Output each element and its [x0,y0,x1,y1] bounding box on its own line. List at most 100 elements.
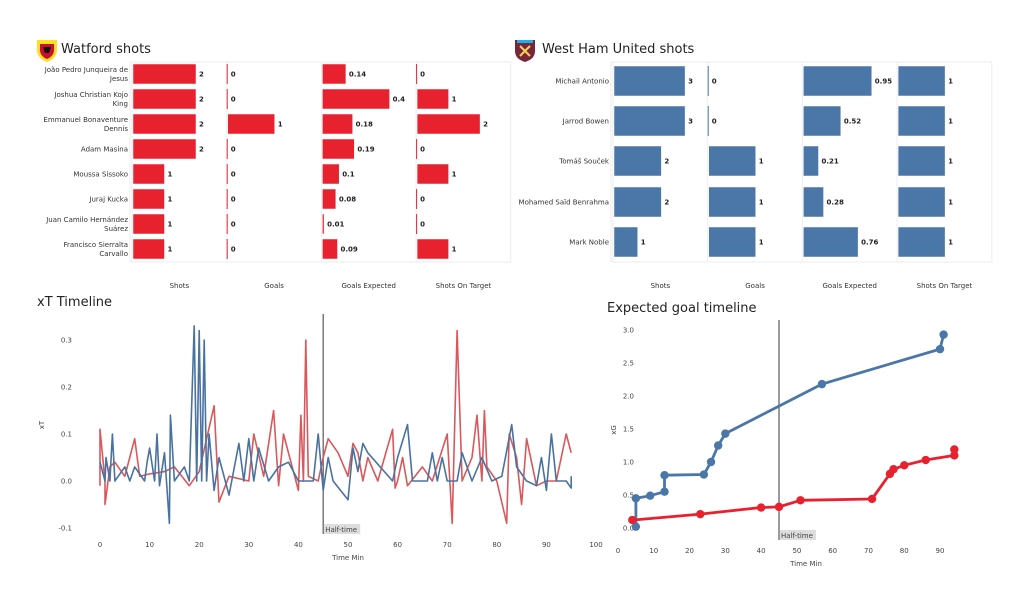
bar [897,105,946,137]
bar-value: 2 [483,121,488,129]
bar-value: 2 [199,121,204,129]
west-ham-shots-title: West Ham United shots [542,42,695,57]
y-tick-label: 2.0 [623,393,634,401]
watford-data-point [796,496,805,505]
shot-tables: Shots 2 2 2 2 1 1 1 1 Goals 0 0 1 0 0 0 0 0 Goals Expected… [43,61,993,290]
watford-data-point [696,509,705,519]
westham-data-point [721,429,730,438]
halftime-label-bg [324,524,361,534]
column-label: Shots On Target [917,282,973,290]
watford-data-point [950,451,959,460]
bar-value: 0 [231,196,236,204]
y-tick-label: 1.0 [623,459,634,467]
watford-data-point [756,503,766,512]
player-name: Moussa Sissoko [73,171,128,179]
bar-value: 0 [420,221,425,229]
bar [613,145,662,177]
bar [132,88,197,110]
bar [132,188,165,210]
bar [132,163,165,185]
bar [132,113,197,135]
x-tick-label: 40 [294,541,303,549]
westham-series-line [99,325,573,525]
player-name: Suárez [104,225,128,233]
bar-value: 0 [231,246,236,254]
watford-data-point [889,465,898,474]
bar-value: 1 [168,171,173,179]
westham-data-point [706,457,716,467]
table-frame [610,61,993,263]
xg-timeline-chart: 0 10 20 30 40 50 60 70 80 90 0.0 0.5 1.0 1.5 2.0 2.5 3.0… [610,320,959,568]
bar-value: 0 [231,171,236,179]
bar-value: 1 [168,196,173,204]
westham-data-point [660,471,669,480]
westham-data-point [631,522,641,531]
bar [708,186,756,218]
table-frame [129,61,512,263]
bar-value: 2 [664,199,669,207]
y-axis-label: xT [38,420,46,429]
bar-value: 0 [712,118,717,126]
xt-timeline-title: xT Timeline [37,295,112,310]
bar-value: 0.95 [875,78,892,86]
bar [708,145,756,177]
westham-data-point [817,379,827,389]
bar-value: 1 [278,121,283,129]
watford-data-point [950,445,959,454]
watford-data-point [900,461,909,470]
bar [803,105,842,137]
bar [132,138,197,160]
bar-value: 1 [948,78,953,86]
y-tick-label: -0.1 [58,525,72,533]
bar [322,188,337,210]
bar-value: 0.21 [822,158,839,166]
bar [897,186,946,218]
player-name: Michail Antonio [555,78,609,86]
x-axis-label: Time Min [789,560,822,568]
bar-value: 0.19 [357,146,374,154]
bar-value: 0 [420,146,425,154]
column-label: Shots [170,282,190,290]
westham-data-point [939,330,948,339]
column-label: Goals Expected [823,282,877,290]
x-tick-label: 0 [98,541,102,549]
x-tick-label: 10 [649,547,658,555]
westham-data-point [646,491,655,500]
westham-series-line [634,334,945,527]
player-name: King [113,100,128,108]
x-tick-label: 80 [900,547,909,555]
player-name: Tomáš Souček [558,158,610,166]
player-name: Mark Noble [569,239,609,247]
bar-value: 0 [231,221,236,229]
x-tick-label: 100 [589,541,602,549]
x-tick-label: 50 [792,547,801,555]
bar [613,105,686,137]
bar-value: 2 [199,71,204,79]
x-tick-label: 20 [195,541,204,549]
bar-value: 1 [759,199,764,207]
westham-data-point [660,487,669,496]
bar-value: 0.01 [327,221,344,229]
bar-value: 0.4 [393,96,406,104]
player-name: Juraj Kucka [88,196,128,204]
bar [132,63,197,85]
bar [803,145,819,177]
bar [322,63,347,85]
bar-value: 1 [759,239,764,247]
player-name: Carvallo [99,250,128,258]
xt-timeline-chart: 0 10 20 30 40 50 60 70 80 90 100 -0.1 0.0 0.1 0.2 0.3 Ti… [38,314,603,562]
watford-shots-title: Watford shots [61,42,151,57]
bar-value: 0 [420,196,425,204]
player-name: Dennis [104,125,129,133]
bar-value: 1 [948,118,953,126]
y-tick-label: 1.5 [623,426,634,434]
bar-value: 0.18 [356,121,373,129]
y-tick-label: 0.3 [61,337,72,345]
player-name: Joshua Christian Kojo [53,91,128,99]
y-tick-label: 0.1 [61,431,72,439]
bar-value: 0 [231,71,236,79]
y-tick-label: 3.0 [623,327,634,335]
y-tick-label: 0.0 [61,478,72,486]
player-name: Francisco Sierralta [63,241,128,249]
x-tick-label: 90 [936,547,945,555]
